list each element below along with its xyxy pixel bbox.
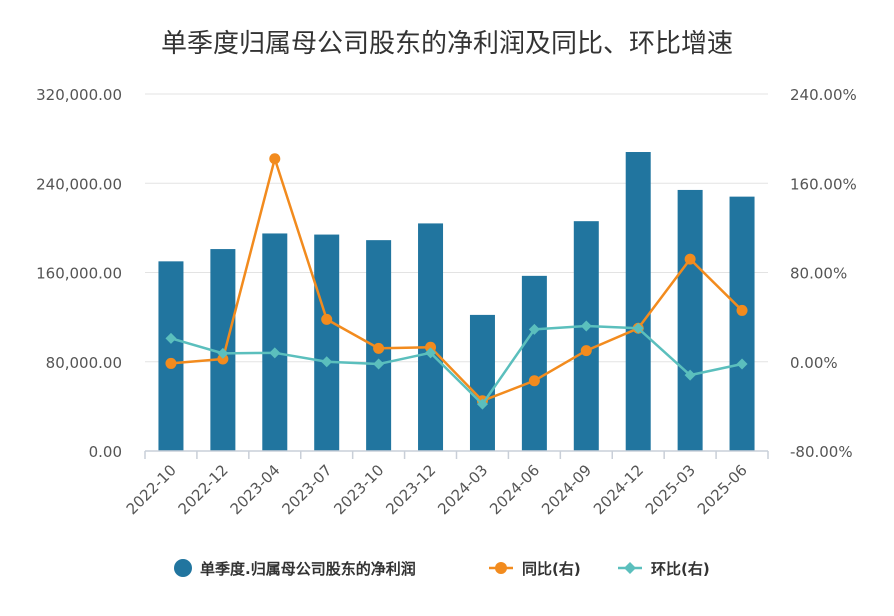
point-marker <box>373 358 385 370</box>
bar <box>521 275 547 451</box>
point-marker <box>321 356 333 368</box>
point-marker <box>528 323 540 335</box>
left-axis-tick-labels: 0.00 80,000.00 160,000.00 240,000.00 320,000… <box>36 86 122 461</box>
legend-label: 同比(右) <box>522 560 581 578</box>
gridlines <box>145 93 768 363</box>
bar <box>625 152 651 451</box>
line-series <box>165 153 748 410</box>
x-tick-label: 2024-09 <box>538 461 595 518</box>
point-marker <box>321 313 333 325</box>
point-marker <box>373 342 385 354</box>
bar <box>418 223 444 451</box>
point-marker <box>580 320 592 332</box>
legend-swatch <box>174 559 192 577</box>
bar <box>677 189 703 451</box>
point-marker <box>165 332 177 344</box>
left-tick-label: 0.00 <box>89 443 122 461</box>
legend-swatch <box>624 562 636 574</box>
x-tick-label: 2024-12 <box>590 461 647 518</box>
chart-title: 单季度归属母公司股东的净利润及同比、环比增速 <box>161 29 733 59</box>
point-marker <box>736 358 748 370</box>
point-marker <box>425 347 437 359</box>
x-tick-label: 2024-06 <box>486 461 543 518</box>
point-marker <box>217 353 229 365</box>
point-marker <box>736 304 748 316</box>
legend-swatch <box>495 562 507 574</box>
point-marker <box>632 322 644 334</box>
left-tick-label: 80,000.00 <box>46 354 122 372</box>
x-tick-label: 2023-04 <box>227 461 284 518</box>
bar-series <box>158 152 755 451</box>
x-tick-label: 2023-12 <box>382 461 439 518</box>
series-line <box>170 324 743 406</box>
right-tick-label: 160.00% <box>790 175 857 193</box>
right-tick-label: 80.00% <box>790 265 847 283</box>
right-axis-tick-labels: -80.00% 0.00% 80.00% 160.00% 240.00% <box>790 86 857 461</box>
legend-label: 单季度.归属母公司股东的净利润 <box>200 560 416 578</box>
legend: 单季度.归属母公司股东的净利润 同比(右) 环比(右) <box>174 559 710 578</box>
x-tick-label: 2022-10 <box>123 461 180 518</box>
left-tick-label: 240,000.00 <box>36 175 122 193</box>
bar <box>314 234 340 451</box>
right-tick-label: 240.00% <box>790 86 857 104</box>
bar <box>469 314 495 451</box>
point-marker <box>269 347 281 359</box>
point-marker <box>165 357 177 369</box>
point-marker <box>580 345 592 357</box>
legend-label: 环比(右) <box>651 560 710 578</box>
x-tick-label: 2025-06 <box>694 461 751 518</box>
left-tick-label: 160,000.00 <box>36 265 122 283</box>
point-marker <box>269 153 281 165</box>
bar <box>573 221 599 451</box>
point-marker <box>684 253 696 265</box>
x-tick-label: 2025-03 <box>642 461 699 518</box>
x-tick-label: 2022-12 <box>175 461 232 518</box>
bar <box>158 261 184 451</box>
series-line <box>170 157 743 403</box>
x-tick-label: 2023-07 <box>278 461 335 518</box>
left-tick-label: 320,000.00 <box>36 86 122 104</box>
bar <box>729 196 755 451</box>
right-tick-label: -80.00% <box>790 443 853 461</box>
right-tick-label: 0.00% <box>790 354 838 372</box>
point-marker <box>217 347 229 359</box>
point-marker <box>528 375 540 387</box>
x-tick-label: 2024-03 <box>434 461 491 518</box>
point-marker <box>684 369 696 381</box>
bar <box>262 233 288 451</box>
point-marker <box>476 398 488 410</box>
point-marker <box>425 341 437 353</box>
x-axis: 2022-102022-122023-042023-072023-102023-… <box>123 450 769 518</box>
x-tick-label: 2023-10 <box>330 461 387 518</box>
